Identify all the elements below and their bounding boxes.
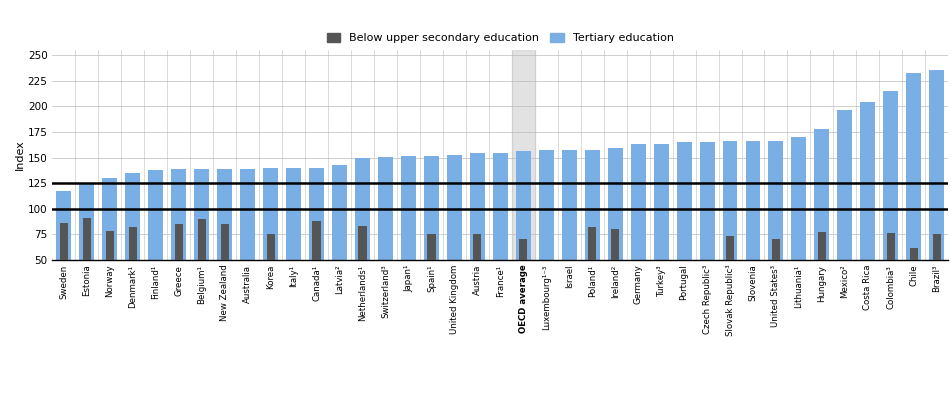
Bar bbox=[469, 153, 485, 260]
Bar bbox=[358, 226, 367, 260]
Bar bbox=[102, 178, 117, 260]
Bar bbox=[909, 248, 917, 260]
Bar bbox=[217, 169, 232, 260]
Bar bbox=[790, 137, 805, 260]
Bar bbox=[699, 142, 714, 260]
Bar bbox=[492, 153, 507, 260]
Bar bbox=[653, 144, 668, 260]
Bar bbox=[860, 102, 874, 260]
Bar bbox=[263, 168, 278, 260]
Bar bbox=[928, 70, 943, 260]
Bar bbox=[722, 141, 737, 260]
Bar bbox=[630, 144, 645, 260]
Bar bbox=[932, 234, 940, 260]
Bar bbox=[725, 236, 733, 260]
Bar bbox=[607, 148, 622, 260]
Y-axis label: Index: Index bbox=[15, 140, 25, 171]
Bar bbox=[511, 50, 534, 260]
Bar bbox=[126, 173, 140, 260]
Bar bbox=[286, 168, 301, 260]
Bar bbox=[312, 221, 320, 260]
Bar bbox=[267, 234, 274, 260]
Bar bbox=[610, 229, 619, 260]
Bar bbox=[473, 234, 481, 260]
Legend: Below upper secondary education, Tertiary education: Below upper secondary education, Tertiar… bbox=[323, 28, 677, 48]
Bar bbox=[585, 150, 599, 260]
Bar bbox=[355, 158, 369, 260]
Bar bbox=[378, 157, 392, 260]
Bar bbox=[174, 224, 183, 260]
Bar bbox=[331, 165, 347, 260]
Bar bbox=[401, 155, 415, 260]
Bar bbox=[817, 232, 825, 260]
Bar bbox=[79, 184, 94, 260]
Bar bbox=[883, 91, 898, 260]
Bar bbox=[515, 151, 530, 260]
Bar bbox=[561, 150, 576, 260]
Bar bbox=[56, 191, 71, 260]
Bar bbox=[129, 227, 137, 260]
Bar bbox=[519, 239, 526, 260]
Bar bbox=[905, 73, 921, 260]
Bar bbox=[885, 233, 894, 260]
Bar bbox=[83, 218, 90, 260]
Bar bbox=[424, 155, 439, 260]
Bar bbox=[837, 109, 851, 260]
Bar bbox=[308, 168, 324, 260]
Bar bbox=[194, 169, 208, 260]
Bar bbox=[814, 129, 828, 260]
Bar bbox=[240, 169, 255, 260]
Bar bbox=[220, 224, 228, 260]
Bar bbox=[587, 227, 596, 260]
Bar bbox=[149, 170, 163, 260]
Bar bbox=[767, 141, 783, 260]
Bar bbox=[744, 141, 760, 260]
Bar bbox=[426, 234, 435, 260]
Bar bbox=[171, 169, 186, 260]
Bar bbox=[771, 239, 780, 260]
Bar bbox=[197, 219, 206, 260]
Bar bbox=[538, 150, 553, 260]
Bar bbox=[106, 231, 114, 260]
Bar bbox=[60, 223, 68, 260]
Bar bbox=[676, 142, 691, 260]
Bar bbox=[446, 155, 462, 260]
